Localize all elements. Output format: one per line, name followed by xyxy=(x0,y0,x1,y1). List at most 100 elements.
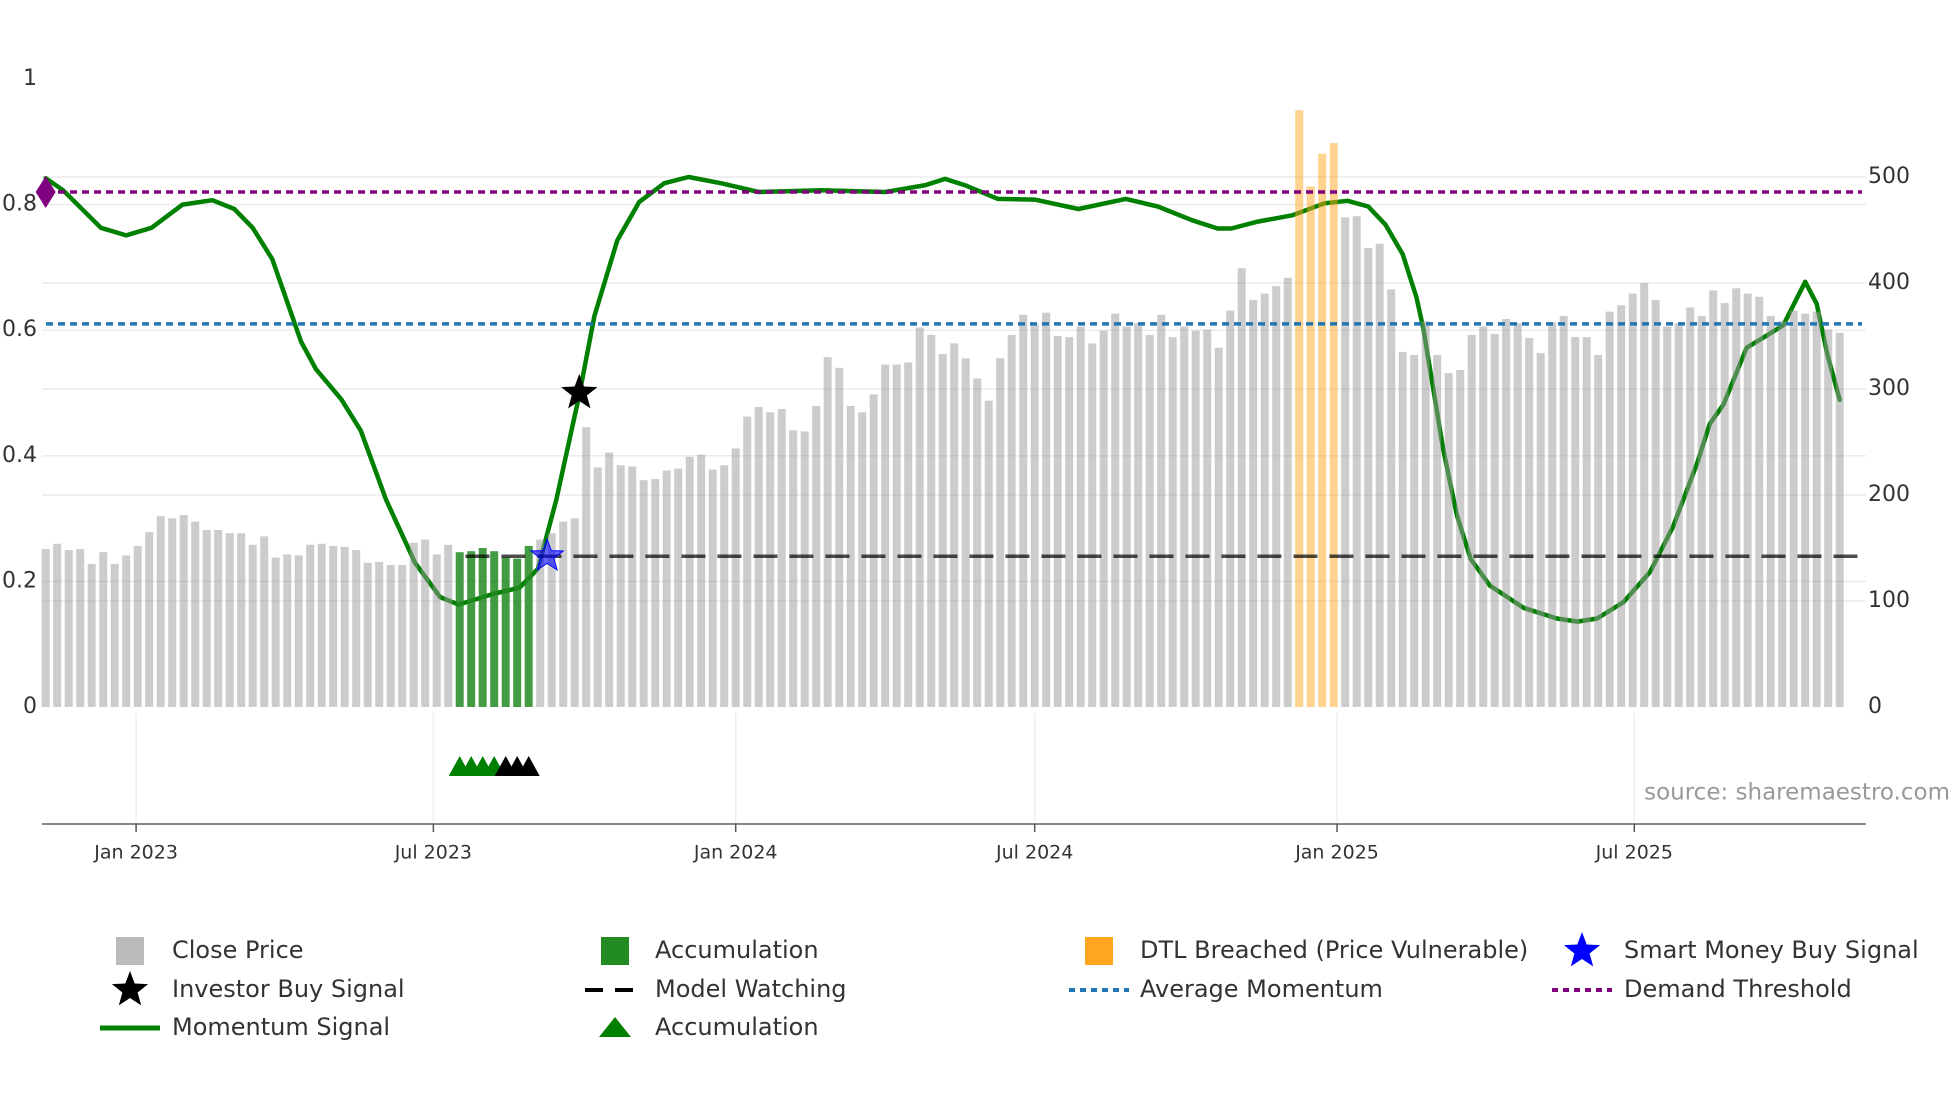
legend-square-icon xyxy=(1085,937,1113,965)
close-price-bar xyxy=(340,546,349,707)
close-price-bar xyxy=(294,555,303,707)
close-price-bar xyxy=(1617,305,1626,707)
close-price-bar xyxy=(1387,289,1396,707)
close-price-bar xyxy=(87,563,96,707)
close-price-bar xyxy=(191,521,200,707)
legend-item: Model Watching xyxy=(585,975,847,1003)
close-price-bar xyxy=(1157,314,1166,707)
close-price-bar xyxy=(1088,343,1097,707)
right-axis-label: 200 xyxy=(1868,482,1910,507)
source-note: source: sharemaestro.com xyxy=(1644,780,1950,806)
close-price-bar xyxy=(1571,337,1580,707)
close-price-bar xyxy=(1778,321,1787,707)
close-price-bar xyxy=(1812,311,1821,707)
left-axis-label: 0.6 xyxy=(2,317,37,342)
close-price-bar xyxy=(1260,293,1269,707)
close-price-bar xyxy=(306,544,315,707)
legend-item: Accumulation xyxy=(601,936,819,965)
legend-item: Momentum Signal xyxy=(100,1013,390,1041)
close-price-bar xyxy=(156,516,165,707)
close-price-bar xyxy=(1007,334,1016,707)
close-price-bar xyxy=(1605,311,1614,707)
close-price-bar xyxy=(1732,288,1741,707)
legend-item: Smart Money Buy Signal xyxy=(1563,932,1919,967)
close-price-bar xyxy=(628,466,637,707)
close-price-bar xyxy=(1502,319,1511,707)
close-price-bar xyxy=(743,416,752,707)
close-price-bar xyxy=(996,358,1005,707)
close-price-bar xyxy=(421,539,430,707)
close-price-bar xyxy=(812,406,821,707)
close-price-bar xyxy=(1640,283,1649,707)
close-price-bar xyxy=(662,470,671,707)
close-price-bar xyxy=(547,533,556,707)
close-price-bar xyxy=(352,550,361,707)
close-price-bar xyxy=(1755,296,1764,707)
close-price-bar xyxy=(202,530,211,707)
accumulation-bar xyxy=(501,557,510,707)
close-price-bar xyxy=(1559,315,1568,707)
legend-item: Investor Buy Signal xyxy=(111,971,405,1006)
x-tick-label: Jan 2025 xyxy=(1294,842,1379,864)
close-price-bar xyxy=(605,452,614,707)
close-price-bar xyxy=(1065,337,1074,707)
close-price-bar xyxy=(1076,326,1085,707)
legend-label-momentum-signal: Momentum Signal xyxy=(172,1013,390,1041)
accumulation-bar xyxy=(490,551,499,707)
legend-label-average-momentum: Average Momentum xyxy=(1140,975,1383,1003)
close-price-bar xyxy=(1283,277,1292,707)
close-price-bar xyxy=(651,479,660,707)
x-tick-label: Jan 2023 xyxy=(93,842,178,864)
close-price-bar xyxy=(271,557,280,707)
right-axis-label: 100 xyxy=(1868,588,1910,613)
close-price-bar xyxy=(53,543,62,707)
legend-item: Demand Threshold xyxy=(1552,975,1852,1003)
close-price-bar xyxy=(892,364,901,707)
close-price-bar xyxy=(858,412,867,707)
close-price-bar xyxy=(64,550,73,707)
close-price-bar xyxy=(984,400,993,707)
accumulation-bar xyxy=(467,551,476,707)
close-price-bar xyxy=(800,431,809,707)
legend-label-smart-money-buy-signal: Smart Money Buy Signal xyxy=(1624,936,1919,964)
close-price-bar xyxy=(1122,326,1131,707)
close-price-bar xyxy=(881,364,890,707)
legend-triangle-icon xyxy=(599,1017,631,1037)
close-price-bar xyxy=(398,565,407,707)
close-price-bar xyxy=(133,545,142,707)
close-price-bar xyxy=(616,465,625,707)
dtl-breached-bar xyxy=(1318,153,1327,707)
close-price-bar xyxy=(225,533,234,707)
close-price-bar xyxy=(593,467,602,707)
close-price-bar xyxy=(570,518,579,707)
right-axis-label: 300 xyxy=(1868,376,1910,401)
close-price-bar xyxy=(1421,321,1430,707)
close-price-bar xyxy=(214,530,223,707)
close-price-bar xyxy=(409,542,418,707)
close-price-bar xyxy=(915,327,924,707)
close-price-bar xyxy=(386,565,395,707)
close-price-bar xyxy=(950,343,959,707)
close-price-bar xyxy=(1651,300,1660,707)
close-price-bar xyxy=(1674,323,1683,707)
right-axis-label: 0 xyxy=(1868,694,1882,719)
x-tick-label: Jul 2024 xyxy=(995,842,1073,864)
close-price-bar xyxy=(731,448,740,707)
close-price-bar xyxy=(1663,326,1672,707)
legend-star-icon xyxy=(1563,932,1601,967)
dtl-breached-bar xyxy=(1306,186,1315,707)
investor-buy-star-icon xyxy=(561,374,598,409)
close-price-bar xyxy=(1433,355,1442,707)
close-price-bar xyxy=(789,430,798,707)
close-price-bar xyxy=(766,412,775,707)
legend-square-icon xyxy=(116,937,144,965)
close-price-bar xyxy=(559,521,568,707)
close-price-bar xyxy=(1536,353,1545,707)
left-axis-label: 0.4 xyxy=(2,443,37,468)
legend-item: Close Price xyxy=(116,936,304,965)
close-price-bar xyxy=(1490,333,1499,707)
close-price-bar xyxy=(1801,313,1810,707)
close-price-bar xyxy=(444,544,453,707)
close-price-bar xyxy=(1479,326,1488,707)
close-price-bar xyxy=(1467,334,1476,707)
